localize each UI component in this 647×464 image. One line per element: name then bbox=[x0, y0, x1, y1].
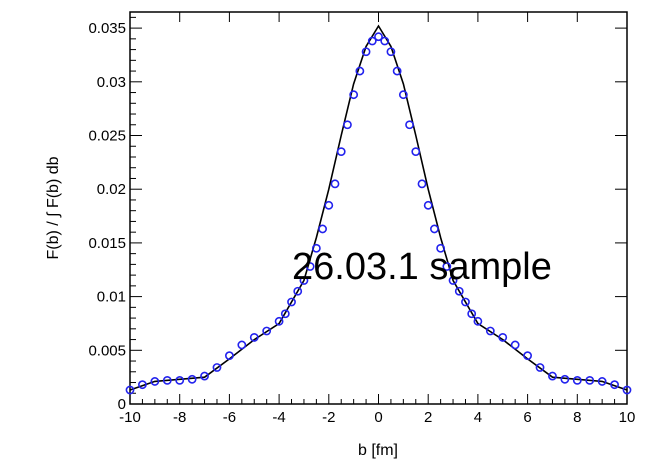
data-point bbox=[597, 377, 607, 386]
data-point bbox=[560, 374, 570, 384]
x-tick-label: -8 bbox=[173, 409, 186, 426]
y-axis: 0 0.005 0.01 0.015 0.02 0.025 0.03 0.035 bbox=[88, 16, 627, 413]
data-point bbox=[355, 66, 365, 76]
data-point bbox=[510, 340, 520, 350]
data-point bbox=[436, 243, 446, 253]
data-point bbox=[467, 309, 477, 319]
data-point bbox=[162, 375, 172, 385]
data-point bbox=[386, 47, 396, 57]
data-point bbox=[280, 309, 290, 319]
y-axis-title: F(b) / ∫ F(b) db bbox=[45, 156, 62, 259]
data-point bbox=[299, 276, 309, 285]
data-point bbox=[523, 351, 532, 361]
data-point bbox=[343, 120, 352, 130]
overlay-text: 26.03.1 sample bbox=[292, 246, 552, 288]
data-point bbox=[138, 380, 147, 390]
data-point bbox=[380, 36, 390, 46]
data-point bbox=[336, 147, 346, 157]
y-tick-label: 0.005 bbox=[88, 342, 126, 359]
data-point bbox=[361, 47, 371, 57]
x-tick-label: -4 bbox=[272, 409, 285, 426]
data-point bbox=[398, 90, 408, 100]
data-point bbox=[442, 262, 452, 271]
data-point bbox=[430, 224, 439, 234]
data-point bbox=[318, 224, 327, 234]
data-point bbox=[287, 297, 296, 307]
y-tick-label: 0.015 bbox=[88, 235, 126, 252]
data-point bbox=[293, 286, 303, 296]
data-point bbox=[175, 375, 185, 385]
data-point bbox=[417, 179, 427, 189]
data-point bbox=[535, 363, 545, 372]
data-point bbox=[367, 36, 377, 46]
data-point bbox=[411, 147, 421, 157]
data-point bbox=[150, 377, 160, 386]
x-axis-title: b [fm] bbox=[358, 442, 398, 459]
data-point bbox=[392, 66, 402, 76]
data-point bbox=[405, 120, 414, 130]
data-point bbox=[448, 276, 458, 285]
x-tick-label: 10 bbox=[619, 409, 636, 426]
data-point bbox=[498, 333, 508, 342]
x-tick-label: 8 bbox=[573, 409, 581, 426]
x-tick-label: 6 bbox=[523, 409, 531, 426]
data-point bbox=[224, 351, 234, 361]
y-tick-label: 0 bbox=[118, 396, 126, 413]
data-point bbox=[200, 371, 209, 381]
data-point bbox=[262, 326, 272, 336]
y-tick-label: 0.03 bbox=[97, 74, 126, 91]
y-tick-label: 0.01 bbox=[97, 289, 126, 306]
y-tick-label: 0.02 bbox=[97, 181, 126, 198]
data-point bbox=[330, 179, 340, 189]
data-point bbox=[610, 380, 619, 390]
data-point bbox=[324, 200, 334, 210]
series-line bbox=[129, 24, 628, 391]
data-point bbox=[454, 286, 464, 296]
data-point bbox=[187, 374, 197, 384]
data-point bbox=[212, 363, 222, 372]
data-point bbox=[237, 340, 247, 350]
x-tick-label: -2 bbox=[322, 409, 335, 426]
x-tick-label: 2 bbox=[424, 409, 432, 426]
x-tick-label: 0 bbox=[374, 409, 382, 426]
plot-area bbox=[125, 24, 632, 395]
x-tick-label: -10 bbox=[119, 409, 141, 426]
data-point bbox=[274, 316, 284, 326]
data-point bbox=[572, 375, 582, 385]
data-point bbox=[374, 32, 383, 42]
data-point bbox=[622, 385, 632, 395]
plot-frame bbox=[129, 11, 628, 405]
data-point bbox=[249, 333, 259, 342]
data-point bbox=[305, 262, 315, 271]
x-tick-label: -6 bbox=[223, 409, 236, 426]
data-point bbox=[349, 90, 359, 100]
x-tick-label: 4 bbox=[474, 409, 482, 426]
data-point bbox=[485, 326, 495, 336]
y-tick-label: 0.035 bbox=[88, 20, 126, 37]
x-axis: -10 -8 -6 -4 -2 0 2 4 6 8 10 bbox=[119, 12, 635, 426]
data-point bbox=[461, 297, 470, 307]
data-point bbox=[423, 200, 433, 210]
data-point bbox=[473, 316, 483, 326]
data-point bbox=[585, 375, 595, 385]
data-point bbox=[548, 371, 557, 381]
data-point bbox=[311, 243, 321, 253]
y-tick-label: 0.025 bbox=[88, 128, 126, 145]
data-point bbox=[125, 385, 135, 395]
